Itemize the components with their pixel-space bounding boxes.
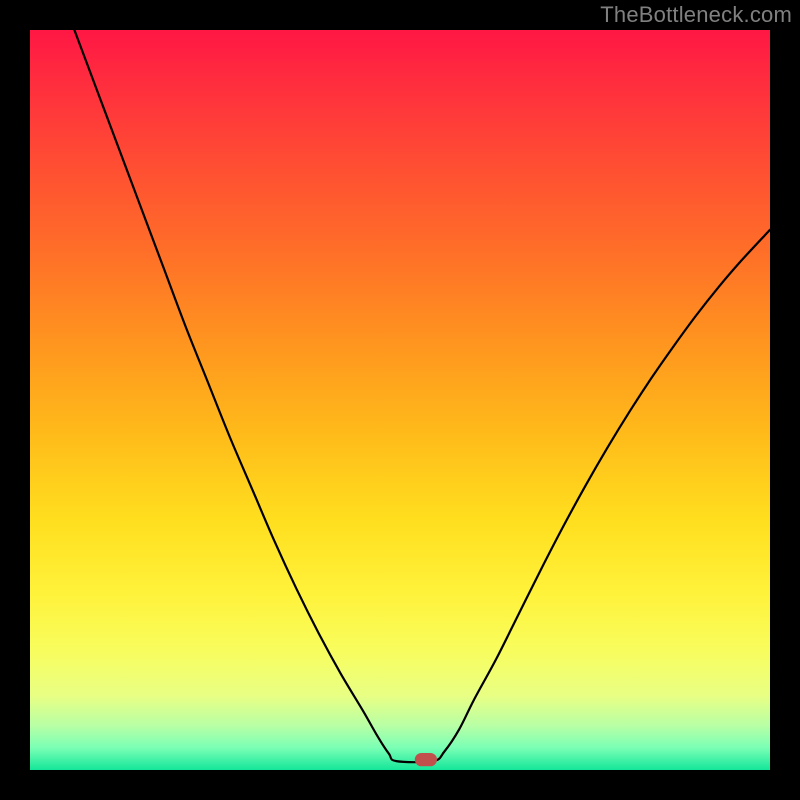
chart-frame: TheBottleneck.com xyxy=(0,0,800,800)
gradient-background xyxy=(30,30,770,770)
plot-area xyxy=(30,30,770,770)
min-marker xyxy=(415,753,437,766)
watermark-text: TheBottleneck.com xyxy=(600,2,792,28)
